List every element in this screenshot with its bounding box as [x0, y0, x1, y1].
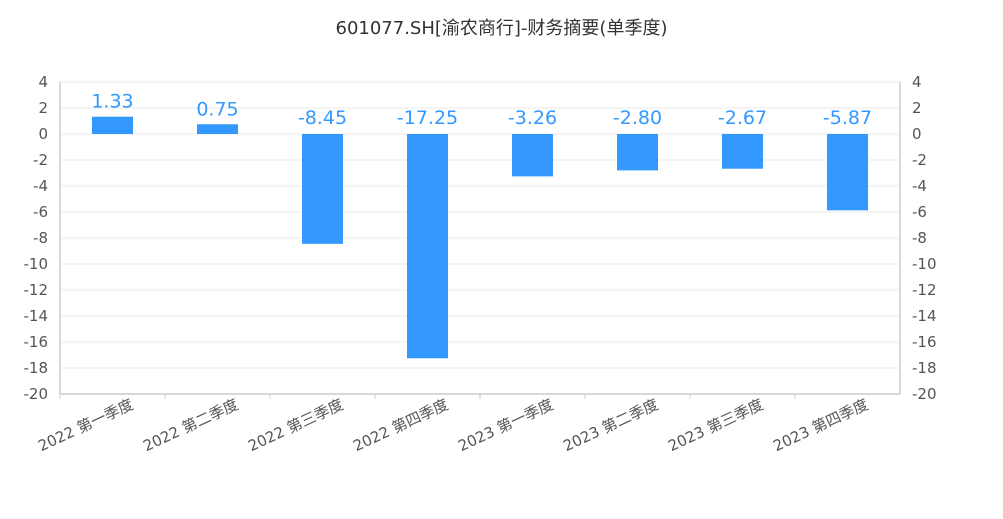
bar-2	[197, 124, 238, 134]
bar-5	[512, 134, 553, 177]
x-category-label-3: 2022 第三季度	[245, 395, 346, 455]
bar-7	[722, 134, 763, 169]
data-label-4: -17.25	[397, 107, 458, 129]
y-tick-label-right: -8	[912, 229, 927, 247]
y-tick-label-left: -2	[33, 151, 48, 169]
y-tick-label-left: -10	[24, 255, 49, 273]
y-tick-label-right: -20	[912, 385, 937, 403]
data-label-7: -2.67	[718, 107, 767, 129]
y-tick-label-right: -18	[912, 359, 937, 377]
y-tick-label-right: 2	[912, 99, 922, 117]
y-tick-label-left: -6	[33, 203, 48, 221]
x-category-label-2: 2022 第二季度	[140, 395, 241, 455]
x-category-label-8: 2023 第四季度	[770, 395, 871, 455]
x-category-label-1: 2022 第一季度	[35, 395, 136, 455]
bar-6	[617, 134, 658, 171]
bar-3	[302, 134, 343, 244]
data-label-6: -2.80	[613, 107, 662, 129]
data-label-5: -3.26	[508, 107, 557, 129]
y-tick-label-right: -2	[912, 151, 927, 169]
x-category-label-7: 2023 第三季度	[665, 395, 766, 455]
tick-labels: 4 4 2 2 0 0 -2 -2 -4 -4 -6 -6 -8 -8 -10 -10 -12 -12 -14 -14…	[24, 73, 937, 403]
y-tick-label-right: -4	[912, 177, 927, 195]
y-tick-label-left: -8	[33, 229, 48, 247]
y-tick-label-left: 4	[38, 73, 48, 91]
y-tick-label-left: -14	[24, 307, 49, 325]
y-tick-label-right: 0	[912, 125, 922, 143]
bar-1	[92, 116, 133, 134]
y-tick-label-right: -16	[912, 333, 937, 351]
x-category-label-4: 2022 第四季度	[350, 395, 451, 455]
y-tick-label-left: -16	[24, 333, 49, 351]
data-label-8: -5.87	[823, 107, 872, 129]
bar-8	[827, 134, 868, 211]
y-tick-label-left: 2	[38, 99, 48, 117]
data-label-1: 1.33	[91, 91, 133, 113]
category-labels: 2022 第一季度 2022 第二季度 2022 第三季度 2022 第四季度 2023…	[35, 395, 871, 455]
bars	[92, 116, 868, 359]
y-tick-label-left: 0	[38, 125, 48, 143]
y-tick-label-left: -12	[24, 281, 49, 299]
x-category-label-6: 2023 第二季度	[560, 395, 661, 455]
axes	[59, 82, 901, 399]
y-tick-label-right: -10	[912, 255, 937, 273]
data-labels: 1.33 0.75 -8.45 -17.25 -3.26 -2.80 -2.67 -5.87	[91, 91, 872, 129]
y-tick-label-left: -4	[33, 177, 48, 195]
y-tick-label-left: -18	[24, 359, 49, 377]
bar-4	[407, 134, 448, 359]
data-label-2: 0.75	[196, 98, 238, 120]
data-label-3: -8.45	[298, 107, 347, 129]
chart-title: 601077.SH[渝农商行]-财务摘要(单季度)	[335, 18, 668, 39]
y-tick-label-left: -20	[24, 385, 49, 403]
y-tick-label-right: -14	[912, 307, 937, 325]
y-tick-label-right: -12	[912, 281, 937, 299]
y-tick-label-right: -6	[912, 203, 927, 221]
grid-lines	[60, 81, 900, 395]
x-category-label-5: 2023 第一季度	[455, 395, 556, 455]
y-tick-label-right: 4	[912, 73, 922, 91]
